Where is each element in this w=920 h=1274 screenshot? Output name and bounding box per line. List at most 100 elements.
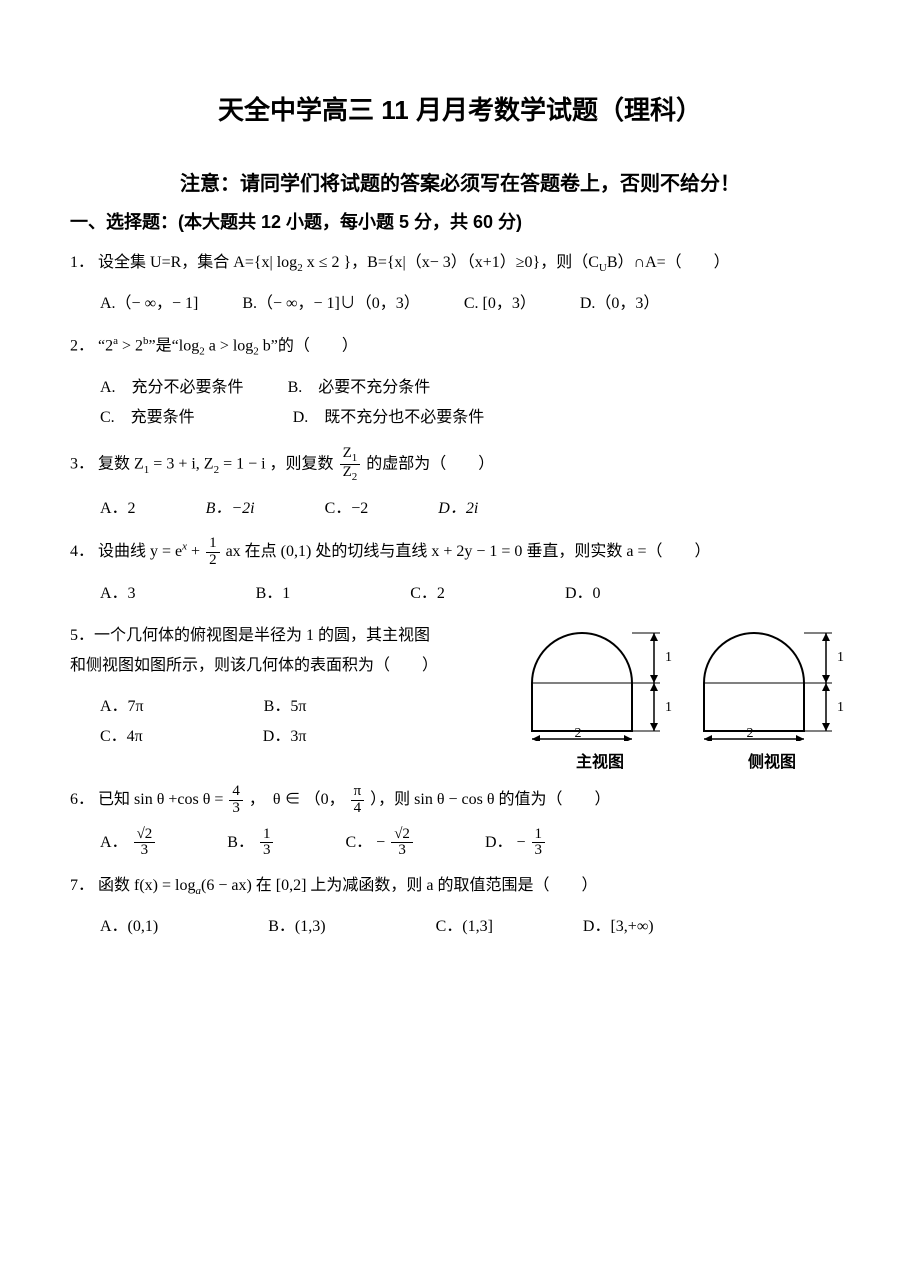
question-5: 5．一个几何体的俯视图是半径为 1 的圆，其主视图 [70,621,520,651]
side-view-svg: 1 1 2 [694,621,850,741]
q5-line1: 一个几何体的俯视图是半径为 1 的圆，其主视图 [94,627,430,644]
q3-frac-num: Z [343,445,352,461]
q1-opt-c: C. [0，3） [464,289,536,319]
q2-opt-a: A. 充分不必要条件 [100,373,244,403]
q6-opt-c: C． − √23 [345,827,414,860]
q5-figures: 1 1 2 主视图 [520,621,850,772]
page-title: 天全中学高三 11 月月考数学试题（理科） [70,90,850,127]
q4-num: 4． [70,543,94,560]
q1-opt-d: D.（0，3） [580,289,660,319]
q1-opt-a: A.（− ∞，− 1] [100,289,198,319]
q3-opt-d: D．2i [438,494,478,524]
q2-qr1: ”是“ [149,338,179,355]
q6-opt-d: D． − 13 [485,827,547,860]
q3-fraction: Z1 Z2 [340,446,361,484]
q7-opt-a: A．(0,1) [100,912,158,942]
q2-rhs-base: 2 [135,338,143,355]
q3-options: A．2 B．−2i C．−2 D．2i [70,494,850,524]
q2-var-b: b [259,338,271,355]
q5-opt-c: C．4π [100,722,143,752]
q6-a-den: 3 [134,843,156,859]
q4-opt-a: A．3 [100,579,136,609]
q2-log-a: log [179,338,199,355]
question-1: 1． 设全集 U=R，集合 A={x| log2 x ≤ 2 }，B={x|（x… [70,248,850,279]
side-dim-h2: 1 [837,700,844,715]
q6-f1-num: 4 [229,784,243,801]
q3-frac-den-sub: 2 [352,471,358,483]
q6-b-label: B． [227,833,254,850]
q6-after: ），则 sin θ − cos θ 的值为（ ） [370,791,610,808]
q6-b-num: 1 [260,827,274,844]
q3-eq1: = 3 + i, Z [149,455,213,472]
q6-f2: π 4 [351,784,365,817]
q3-opt-b: B．−2i [206,494,255,524]
main-view-svg: 1 1 2 [522,621,678,741]
q2-opt-d: D. 既不充分也不必要条件 [293,403,485,433]
main-view-label: 主视图 [522,748,678,772]
q1-opt-b: B.（− ∞，− 1]∪（0，3） [242,289,419,319]
q6-b-den: 3 [260,843,274,859]
question-7: 7． 函数 f(x) = loga(6 − ax) 在 [0,2] 上为减函数，… [70,871,850,902]
q4-mid: ax 在点 (0,1) 处的切线与直线 x + 2y − 1 = 0 垂直，则实… [226,543,711,560]
q6-d-num: 1 [532,827,546,844]
q6-f2-num: π [351,784,365,801]
q2-num: 2． [70,338,94,355]
q5-opt-d: D．3π [263,722,307,752]
question-3: 3． 复数 Z1 = 3 + i, Z2 = 1 − i ，则复数 Z1 Z2 … [70,446,850,484]
q1-cu-sub: U [599,262,607,274]
q5-opt-b: B．5π [264,692,307,722]
q4-opt-d: D．0 [565,579,601,609]
q3-frac-num-sub: 1 [352,452,358,464]
q2-gt: > [118,338,135,355]
q3-num: 3． [70,455,94,472]
side-dim-w: 2 [747,726,754,741]
question-6: 6． 已知 sin θ +cos θ = 4 3 ， θ ∈ （0， π 4 ）… [70,784,850,817]
q6-options: A． √23 B． 13 C． − √23 D． − 13 [70,827,850,860]
q7-opt-c: C．(1,3] [436,912,493,942]
q7-opt-d: D．[3,+∞) [583,912,654,942]
q1-text-a: 设全集 U=R，集合 A={x| log [98,254,297,271]
section1-heading: 一、选择题：(本大题共 12 小题，每小题 5 分，共 60 分) [70,208,850,234]
q6-c-den: 3 [391,843,413,859]
q3-post: 的虚部为（ ） [366,455,494,472]
q6-f1-den: 3 [229,801,243,817]
q3-opt-c: C．−2 [325,494,369,524]
q6-a-num: √2 [134,827,156,844]
question-5b: 和侧视图如图所示，则该几何体的表面积为（ ） [70,651,520,681]
main-view-block: 1 1 2 主视图 [522,621,678,772]
main-dim-h2: 1 [665,700,672,715]
q4-opt-c: C．2 [410,579,445,609]
q2-options: A. 充分不必要条件 B. 必要不充分条件 C. 充要条件 D. 既不充分也不必… [70,373,850,434]
q6-c-label: C． [345,833,372,850]
q3-frac-den: Z [343,464,352,480]
q2-opt-c: C. 充要条件 [100,403,195,433]
q6-mid: ， θ ∈ （0， [249,791,345,808]
question-5-wrap: 5．一个几何体的俯视图是半径为 1 的圆，其主视图 和侧视图如图所示，则该几何体… [70,621,850,772]
q2-var-a: a > log [205,338,254,355]
q7-opt-b: B．(1,3) [268,912,325,942]
q6-c-pre: − [376,833,385,850]
q7-num: 7． [70,877,94,894]
q6-pre: 已知 sin θ +cos θ = [98,791,223,808]
side-view-block: 1 1 2 侧视图 [694,621,850,772]
q7-pre: 函数 f(x) = log [98,877,195,894]
side-dim-h1: 1 [837,650,844,665]
q5-options: A．7π B．5π C．4π D．3π [70,692,520,753]
side-view-label: 侧视图 [694,748,850,772]
main-dim-h1: 1 [665,650,672,665]
q6-c-num: √2 [391,827,413,844]
q6-d-label: D． [485,833,513,850]
q1-options: A.（− ∞，− 1] B.（− ∞，− 1]∪（0，3） C. [0，3） D… [70,289,850,319]
q6-f2-den: 4 [351,801,365,817]
q4-half: 1 2 [206,536,220,569]
q6-d-pre: − [517,833,526,850]
q2-opt-b: B. 必要不充分条件 [288,373,431,403]
q4-pre: 设曲线 y = e [98,543,182,560]
q6-opt-a: A． √23 [100,827,157,860]
q4-half-den: 2 [206,553,220,569]
q3-opt-a: A．2 [100,494,136,524]
q4-opt-b: B．1 [256,579,291,609]
q2-lhs-base: 2 [105,338,113,355]
question-2: 2． “2a > 2b”是“log2 a > log2 b”的（ ） [70,331,850,362]
q7-mid: (6 − ax) 在 [0,2] 上为减函数，则 a 的取值范围是（ ） [201,877,598,894]
